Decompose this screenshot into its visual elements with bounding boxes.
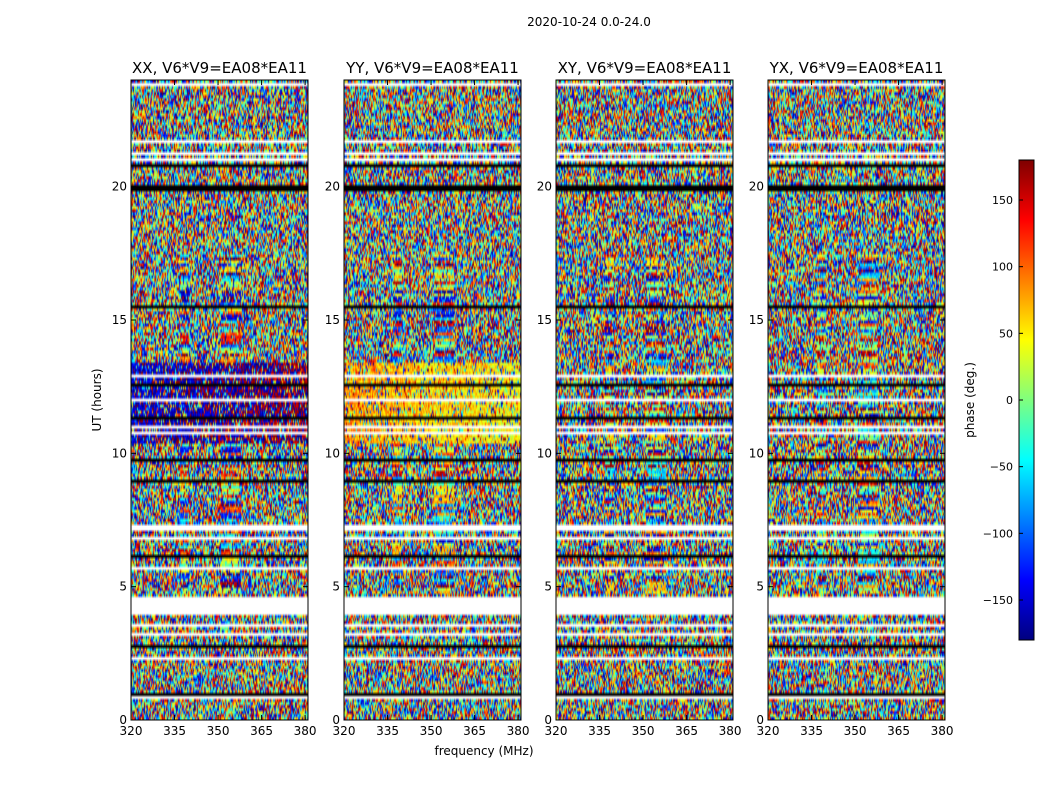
x-tick-label: 320 [545,724,568,738]
x-tick-label: 365 [887,724,910,738]
panel-title: XX, V6*V9=EA08*EA11 [132,59,307,77]
y-tick-label: 20 [112,180,127,194]
x-tick-label: 365 [250,724,273,738]
x-tick-label: 350 [207,724,230,738]
x-tick-label: 335 [588,724,611,738]
y-tick-label: 0 [756,713,764,727]
colorbar-label: phase (deg.) [963,362,977,438]
y-axis-label: UT (hours) [90,368,104,431]
panel-yy: YY, V6*V9=EA08*EA11 320 335 350 365 380 0 5 10 15… [325,59,530,738]
x-tick-label: 365 [675,724,698,738]
x-tick-label: 350 [844,724,867,738]
y-tick-label: 15 [749,313,764,327]
x-tick-label: 320 [757,724,780,738]
plot-frame [767,79,946,721]
colorbar-tick-label: −50 [990,461,1013,474]
y-tick-label: 20 [749,180,764,194]
x-axis-label: frequency (MHz) [434,744,533,758]
panel-xx: XX, V6*V9=EA08*EA11 320 335 350 365 380 0 5 10 15… [112,59,317,738]
y-tick-label: 15 [537,313,552,327]
x-tick-label: 350 [632,724,655,738]
colorbar-tick-label: 100 [992,261,1013,274]
y-tick-label: 0 [332,713,340,727]
heatmap-yy [344,80,521,720]
heatmap-xy [556,80,733,720]
x-tick-label: 320 [333,724,356,738]
panel-yx: YX, V6*V9=EA08*EA11 320 335 350 365 380 0 5 10 15… [749,59,954,738]
y-tick-label: 20 [325,180,340,194]
x-tick-label: 335 [376,724,399,738]
heatmap-xx [131,80,308,720]
x-tick-label: 350 [420,724,443,738]
x-tick-label: 335 [163,724,186,738]
colorbar: 150 100 50 0 −50 −100 −150 [983,159,1035,641]
y-tick-label: 10 [325,446,340,460]
y-tick-label: 0 [544,713,552,727]
y-tick-label: 5 [332,580,340,594]
y-tick-label: 15 [112,313,127,327]
y-tick-label: 10 [112,446,127,460]
plot-frame [343,79,522,721]
plot-frame [555,79,734,721]
x-tick-label: 365 [463,724,486,738]
heatmap-yx [768,80,945,720]
x-tick-label: 335 [800,724,823,738]
plot-frame [130,79,309,721]
x-tick-label: 380 [294,724,317,738]
panel-title: YX, V6*V9=EA08*EA11 [769,59,944,77]
y-tick-label: 5 [119,580,127,594]
panel-title: YY, V6*V9=EA08*EA11 [345,59,519,77]
y-tick-label: 5 [756,580,764,594]
colorbar-tick-label: 50 [999,327,1013,340]
y-tick-label: 20 [537,180,552,194]
y-tick-label: 15 [325,313,340,327]
y-tick-label: 0 [119,713,127,727]
panels: XX, V6*V9=EA08*EA11 320 335 350 365 380 0 5 10 15… [112,59,954,738]
x-tick-label: 320 [120,724,143,738]
x-tick-label: 380 [931,724,954,738]
colorbar-tick-label: −150 [983,594,1013,607]
figure-title: 2020-10-24 0.0-24.0 [527,15,651,29]
colorbar-tick-label: −100 [983,527,1013,540]
panel-xy: XY, V6*V9=EA08*EA11 320 335 350 365 380 0 5 10 15… [537,59,742,738]
colorbar-tick-label: 0 [1006,394,1013,407]
x-tick-label: 380 [507,724,530,738]
x-tick-label: 380 [719,724,742,738]
y-tick-label: 5 [544,580,552,594]
panel-title: XY, V6*V9=EA08*EA11 [558,59,732,77]
y-tick-label: 10 [749,446,764,460]
y-tick-label: 10 [537,446,552,460]
colorbar-tick-label: 150 [992,194,1013,207]
